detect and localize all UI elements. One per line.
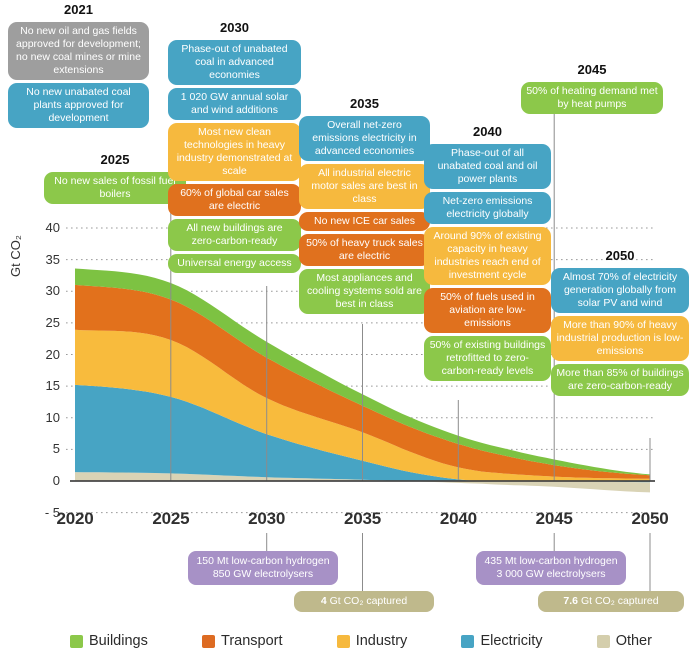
milestone-box-transport: 60% of global car sales are electric — [168, 184, 301, 217]
milestone-box-transport: 50% of heavy truck sales are electric — [299, 234, 430, 267]
area-other-negative — [75, 481, 650, 493]
y-tick-label: 35 — [45, 251, 60, 267]
callout-ccus-2050: 7.6 Gt CO₂ captured — [538, 591, 684, 613]
milestone-year-label: 2021 — [64, 2, 93, 17]
milestone-column-2030: 2030 Phase-out of unabated coal in advanc… — [168, 20, 301, 274]
milestone-year-label: 2040 — [473, 124, 502, 139]
y-tick-label: 5 — [52, 441, 60, 457]
milestone-box-transport: 50% of fuels used in aviation are low-em… — [424, 288, 551, 334]
legend-swatch-buildings — [70, 634, 83, 648]
milestone-column-2050: 2050 Almost 70% of electricity generation… — [551, 248, 689, 397]
milestone-box-fossil-supply: No new oil and gas fields approved for d… — [8, 22, 149, 81]
y-tick-label: 20 — [45, 346, 60, 362]
chart-legend: Buildings Transport Industry Electricity Oth… — [70, 633, 652, 649]
area-other — [75, 472, 650, 481]
legend-swatch-electricity — [461, 634, 475, 648]
y-tick-label: 0 — [52, 473, 60, 488]
milestone-box-buildings: Universal energy access — [168, 254, 301, 274]
milestone-box-electricity: Overall net-zero emissions electricity i… — [299, 116, 430, 162]
legend-label: Buildings — [89, 633, 148, 649]
milestone-box-electricity: Net-zero emissions electricity globally — [424, 192, 551, 225]
milestone-box-buildings: All new buildings are zero-carbon-ready — [168, 219, 301, 252]
milestone-box-electricity: No new unabated coal plants approved for… — [8, 83, 149, 129]
legend-item-electricity: Electricity — [461, 633, 543, 649]
milestone-column-2021: 2021 No new oil and gas fields approved f… — [8, 2, 149, 129]
legend-label: Industry — [355, 633, 408, 649]
milestone-year-label: 2025 — [100, 152, 130, 167]
legend-label: Transport — [221, 633, 283, 649]
milestone-box-electricity: Almost 70% of electricity generation glo… — [551, 268, 689, 314]
milestone-year-label: 2045 — [577, 62, 607, 77]
area-electricity — [75, 384, 650, 481]
milestone-box-buildings: 50% of existing buildings retrofitted to… — [424, 336, 551, 382]
milestone-year-label: 2030 — [220, 20, 249, 35]
milestone-box-buildings: Most appliances and cooling systems sold… — [299, 269, 430, 315]
milestone-box-industry: Most new clean technologies in heavy ind… — [168, 123, 301, 182]
area-industry — [75, 329, 650, 481]
legend-label: Electricity — [480, 633, 543, 649]
milestone-column-2025: 2025 No new sales of fossil fuel boilers — [44, 152, 186, 205]
legend-item-industry: Industry — [336, 633, 408, 649]
y-tick-label: - 5 — [44, 504, 60, 520]
legend-swatch-transport — [202, 634, 216, 648]
x-tick-label: 2045 — [535, 509, 573, 528]
milestone-box-industry: All industrial electric motor sales are … — [299, 164, 430, 210]
y-tick-label: 15 — [45, 378, 60, 394]
milestone-column-2035: 2035 Overall net-zero emissions electrici… — [299, 96, 430, 315]
milestone-box-industry: More than 90% of heavy industrial produc… — [551, 316, 689, 362]
milestone-box-electricity: Phase-out of all unabated coal and oil p… — [424, 144, 551, 190]
area-transport — [75, 284, 650, 479]
y-tick-label: 25 — [45, 314, 60, 330]
milestone-column-2040: 2040 Phase-out of all unabated coal and o… — [424, 124, 551, 382]
callout-hydrogen-2030: 150 Mt low-carbon hydrogen 850 GW electro… — [188, 551, 338, 586]
milestone-box-buildings: More than 85% of buildings are zero-carb… — [551, 364, 689, 397]
x-tick-label: 2030 — [248, 509, 286, 528]
milestone-year-label: 2035 — [350, 96, 379, 111]
legend-item-other: Other — [596, 633, 652, 649]
legend-swatch-other — [596, 634, 610, 648]
x-tick-label: 2040 — [439, 509, 477, 528]
x-tick-label: 2050 — [631, 509, 669, 528]
milestone-box-transport: No new ICE car sales — [299, 212, 430, 232]
milestone-box-electricity: Phase-out of unabated coal in advanced e… — [168, 40, 301, 86]
y-tick-label: 40 — [45, 220, 60, 235]
x-tick-label: 2020 — [56, 509, 94, 528]
x-tick-label: 2035 — [343, 509, 382, 528]
milestone-box-buildings: 50% of heating demand met by heat pumps — [521, 82, 663, 115]
legend-item-buildings: Buildings — [70, 633, 148, 649]
callout-ccus-2035: 4 Gt CO₂ captured — [294, 591, 434, 613]
x-tick-label: 2025 — [152, 509, 190, 528]
y-tick-label: 10 — [45, 409, 60, 425]
milestone-year-label: 2050 — [605, 248, 635, 263]
area-buildings — [75, 268, 650, 476]
milestone-box-electricity: 1 020 GW annual solar and wind additions — [168, 88, 301, 121]
milestone-column-2045: 2045 50% of heating demand met by heat pu… — [521, 62, 663, 115]
legend-item-transport: Transport — [202, 633, 283, 649]
y-tick-label: 30 — [45, 283, 60, 299]
callout-hydrogen-2045: 435 Mt low-carbon hydrogen 3 000 GW elect… — [476, 551, 626, 586]
legend-label: Other — [615, 633, 652, 649]
legend-swatch-industry — [336, 634, 350, 648]
milestone-box-industry: Around 90% of existing capacity in heavy… — [424, 227, 551, 286]
milestone-box-buildings: No new sales of fossil fuel boilers — [44, 172, 186, 205]
